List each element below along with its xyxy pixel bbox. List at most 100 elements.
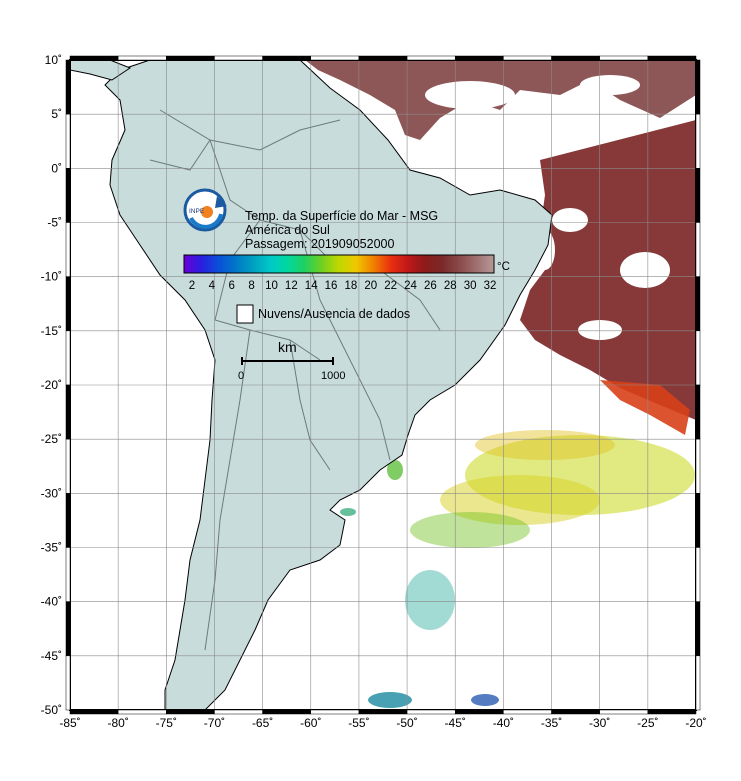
frame-segment	[695, 113, 701, 169]
no-data-swatch	[236, 304, 254, 324]
frame-segment	[599, 55, 649, 61]
colorbar-tick-label: 30	[464, 280, 477, 292]
colorbar-outline	[183, 254, 495, 274]
frame-segment	[695, 601, 701, 657]
frame-segment	[65, 493, 71, 548]
colorbar-gradient	[184, 255, 494, 273]
frame-segment	[647, 55, 697, 61]
legend-title-line2: América do Sul	[245, 223, 330, 237]
logo-text: INPE	[189, 208, 205, 215]
colorbar	[184, 255, 494, 273]
frame-segment	[65, 384, 71, 440]
colorbar-tick-label: 16	[325, 280, 338, 292]
lon-tick-label: -85˚	[59, 716, 80, 730]
frame-segment	[65, 655, 71, 711]
frame-segment	[214, 55, 263, 61]
frame-segment	[551, 55, 600, 61]
frame-segment	[695, 222, 701, 277]
frame-segment	[695, 438, 701, 494]
frame-segment	[695, 59, 701, 115]
frame-segment	[117, 55, 167, 61]
colorbar-tick-label: 12	[285, 280, 298, 292]
lat-tick-label: -10˚	[41, 270, 62, 284]
lon-tick-label: -30˚	[589, 716, 610, 730]
cloud-gaps	[425, 75, 670, 340]
frame-segment	[695, 547, 701, 602]
lon-tick-label: -60˚	[300, 716, 321, 730]
lon-tick-label: -70˚	[204, 716, 225, 730]
colorbar-tick-labels: 2 4 6 8 10 12 14 16 18 20 22 24 26 28 30 32	[189, 280, 497, 292]
lon-tick-label: -75˚	[156, 716, 177, 730]
lon-tick-label: -55˚	[348, 716, 369, 730]
lat-tick-label: -5˚	[47, 216, 62, 230]
inpe-logo-icon: INPE	[183, 188, 227, 232]
frame-segment	[69, 55, 119, 61]
frame-segment	[65, 59, 71, 115]
lon-tick-label: -45˚	[445, 716, 466, 730]
colorbar-tick-label: 24	[404, 280, 417, 292]
no-data-label: Nuvens/Ausencia de dados	[258, 307, 410, 321]
frame-segment	[310, 55, 360, 61]
frame-segment	[166, 709, 215, 715]
frame-segment	[695, 276, 701, 332]
colorbar-tick-label: 14	[305, 280, 318, 292]
frame-segment	[454, 55, 504, 61]
colorbar-tick-label: 28	[444, 280, 457, 292]
frame-segment	[65, 330, 71, 386]
frame-segment	[503, 709, 552, 715]
frame-segment	[454, 709, 504, 715]
frame-segment	[214, 709, 263, 715]
frame-segment	[65, 547, 71, 602]
frame-segment	[262, 55, 312, 61]
frame-segment	[406, 709, 456, 715]
lat-tick-label: -20˚	[41, 378, 62, 392]
scale-start: 0	[238, 370, 244, 382]
colorbar-tick-label: 6	[229, 280, 235, 292]
frame-segment	[647, 709, 697, 715]
lon-tick-label: -35˚	[541, 716, 562, 730]
lon-tick-label: -65˚	[252, 716, 273, 730]
lat-tick-label: -45˚	[41, 649, 62, 663]
lat-tick-label: 10˚	[45, 53, 62, 67]
lat-tick-label: -30˚	[41, 486, 62, 500]
lat-tick-label: -15˚	[41, 324, 62, 338]
colorbar-tick-label: 18	[345, 280, 358, 292]
frame-segment	[65, 113, 71, 169]
frame-segment	[65, 601, 71, 657]
frame-segment	[695, 655, 701, 711]
frame-ticks	[65, 55, 701, 715]
frame-segment	[69, 709, 119, 715]
lon-tick-label: -40˚	[493, 716, 514, 730]
lon-tick-label: -25˚	[637, 716, 658, 730]
frame-segment	[65, 168, 71, 223]
frame-segment	[310, 709, 360, 715]
colorbar-tick-label: 8	[248, 280, 254, 292]
lon-tick-label: -80˚	[107, 716, 128, 730]
scale-unit: km	[278, 339, 297, 355]
frame-segment	[262, 709, 312, 715]
sst-south-atlantic	[340, 430, 695, 708]
frame-segment	[406, 55, 456, 61]
lat-tick-label: -35˚	[41, 541, 62, 555]
frame-segment	[166, 55, 215, 61]
lon-tick-label: -50˚	[396, 716, 417, 730]
lat-tick-label: 5˚	[51, 107, 62, 121]
lat-tick-label: -25˚	[41, 432, 62, 446]
scale-end: 1000	[321, 370, 345, 382]
frame-segment	[65, 438, 71, 494]
axis-tick-labels: -85˚ -80˚ -75˚ -70˚ -65˚ -60˚ -55˚ -50˚ -45˚ -40˚…	[41, 53, 707, 730]
colorbar-tick-label: 10	[265, 280, 278, 292]
frame-segment	[358, 55, 408, 61]
frame-segment	[358, 709, 408, 715]
frame-segment	[551, 709, 600, 715]
frame-segment	[65, 222, 71, 277]
lat-tick-label: -40˚	[41, 595, 62, 609]
colorbar-tick-label: 2	[189, 280, 195, 292]
lat-tick-label: -50˚	[41, 703, 62, 717]
frame-segment	[65, 276, 71, 332]
colorbar-tick-label: 22	[384, 280, 397, 292]
frame-segment	[599, 709, 649, 715]
colorbar-unit: °C	[497, 261, 510, 273]
colorbar-tick-label: 4	[209, 280, 216, 292]
